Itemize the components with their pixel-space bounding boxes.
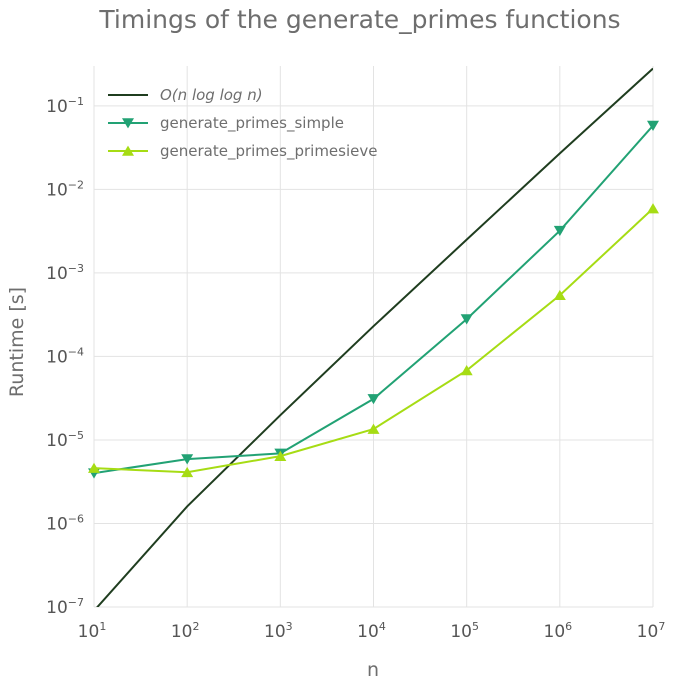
y-tick-base: 10 [46, 598, 68, 618]
legend-label-text: generate_primes_simple [160, 114, 344, 133]
data-point [367, 423, 380, 434]
y-tick-base: 10 [46, 264, 68, 284]
x-tick-base: 10 [544, 622, 566, 642]
legend-label: generate_primes_simple [160, 114, 344, 133]
data-point [553, 225, 566, 237]
data-point [460, 365, 473, 376]
x-tick-exponent: 7 [658, 620, 665, 633]
data-point [274, 450, 287, 461]
y-tick-label: 10−3 [46, 262, 84, 284]
x-tick-label: 107 [637, 620, 666, 642]
legend-label: generate_primes_primesieve [160, 142, 377, 161]
x-tick-base: 10 [357, 622, 379, 642]
x-tick-label: 101 [78, 620, 107, 642]
y-tick-label: 10−7 [46, 596, 84, 618]
x-tick-exponent: 5 [472, 620, 479, 633]
y-tick-exponent: −5 [68, 429, 84, 442]
legend-label-part: ) [256, 86, 263, 104]
y-tick-base: 10 [46, 347, 68, 367]
y-tick-exponent: −2 [68, 178, 84, 191]
legend: O(n log log n) generate_primes_simplegene… [108, 86, 377, 161]
x-tick-base: 10 [171, 622, 193, 642]
x-tick-label: 103 [264, 620, 293, 642]
legend-label-part: O( [160, 86, 179, 104]
series-line [96, 67, 653, 607]
x-tick-base: 10 [264, 622, 286, 642]
y-tick-exponent: −6 [68, 512, 84, 525]
x-tick-label: 106 [544, 620, 573, 642]
y-tick-exponent: −4 [68, 345, 84, 358]
y-tick-label: 10−5 [46, 429, 84, 451]
y-tick-label: 10−6 [46, 512, 84, 534]
y-tick-label: 10−4 [46, 345, 84, 367]
data-point [553, 289, 566, 301]
x-tick-base: 10 [78, 622, 100, 642]
series-o-n-log-log-n- [96, 67, 653, 607]
data-point [647, 120, 659, 132]
y-axis-ticks: 10−710−610−510−410−310−210−1 [46, 95, 84, 618]
x-tick-base: 10 [637, 622, 659, 642]
x-tick-exponent: 4 [379, 620, 386, 633]
series-layer [88, 67, 659, 607]
y-tick-base: 10 [46, 514, 68, 534]
y-tick-base: 10 [46, 180, 68, 200]
y-tick-exponent: −7 [68, 596, 84, 609]
legend-label: O(n log log n) [160, 86, 263, 104]
legend-marker [122, 145, 134, 156]
grid [93, 66, 654, 608]
y-tick-exponent: −3 [68, 262, 84, 275]
y-tick-base: 10 [46, 431, 68, 451]
y-tick-label: 10−1 [46, 95, 84, 117]
data-point [181, 466, 194, 478]
data-point [460, 314, 473, 325]
x-tick-exponent: 1 [99, 620, 106, 633]
data-point [181, 454, 194, 465]
legend-label-text: generate_primes_primesieve [160, 142, 377, 161]
x-tick-exponent: 2 [192, 620, 199, 633]
x-tick-base: 10 [450, 622, 472, 642]
y-axis-label: Runtime [s] [6, 287, 28, 397]
series-generate-primes-primesieve [88, 203, 659, 478]
data-point [88, 462, 100, 473]
data-point [367, 394, 380, 405]
y-tick-exponent: −1 [68, 95, 84, 108]
x-tick-label: 102 [171, 620, 200, 642]
y-tick-label: 10−2 [46, 178, 84, 200]
legend-label-part: n log log n [178, 86, 257, 104]
x-axis-label: n [367, 659, 379, 681]
x-axis-ticks: 101 102 103 104 105 106 107 [78, 620, 666, 642]
x-tick-label: 104 [357, 620, 386, 642]
x-tick-exponent: 6 [565, 620, 572, 633]
x-tick-exponent: 3 [286, 620, 293, 633]
x-tick-label: 105 [450, 620, 479, 642]
chart-title: Timings of the generate_primes functions [98, 5, 620, 34]
legend-marker [122, 118, 134, 129]
data-point [647, 203, 659, 214]
y-tick-base: 10 [46, 97, 68, 117]
